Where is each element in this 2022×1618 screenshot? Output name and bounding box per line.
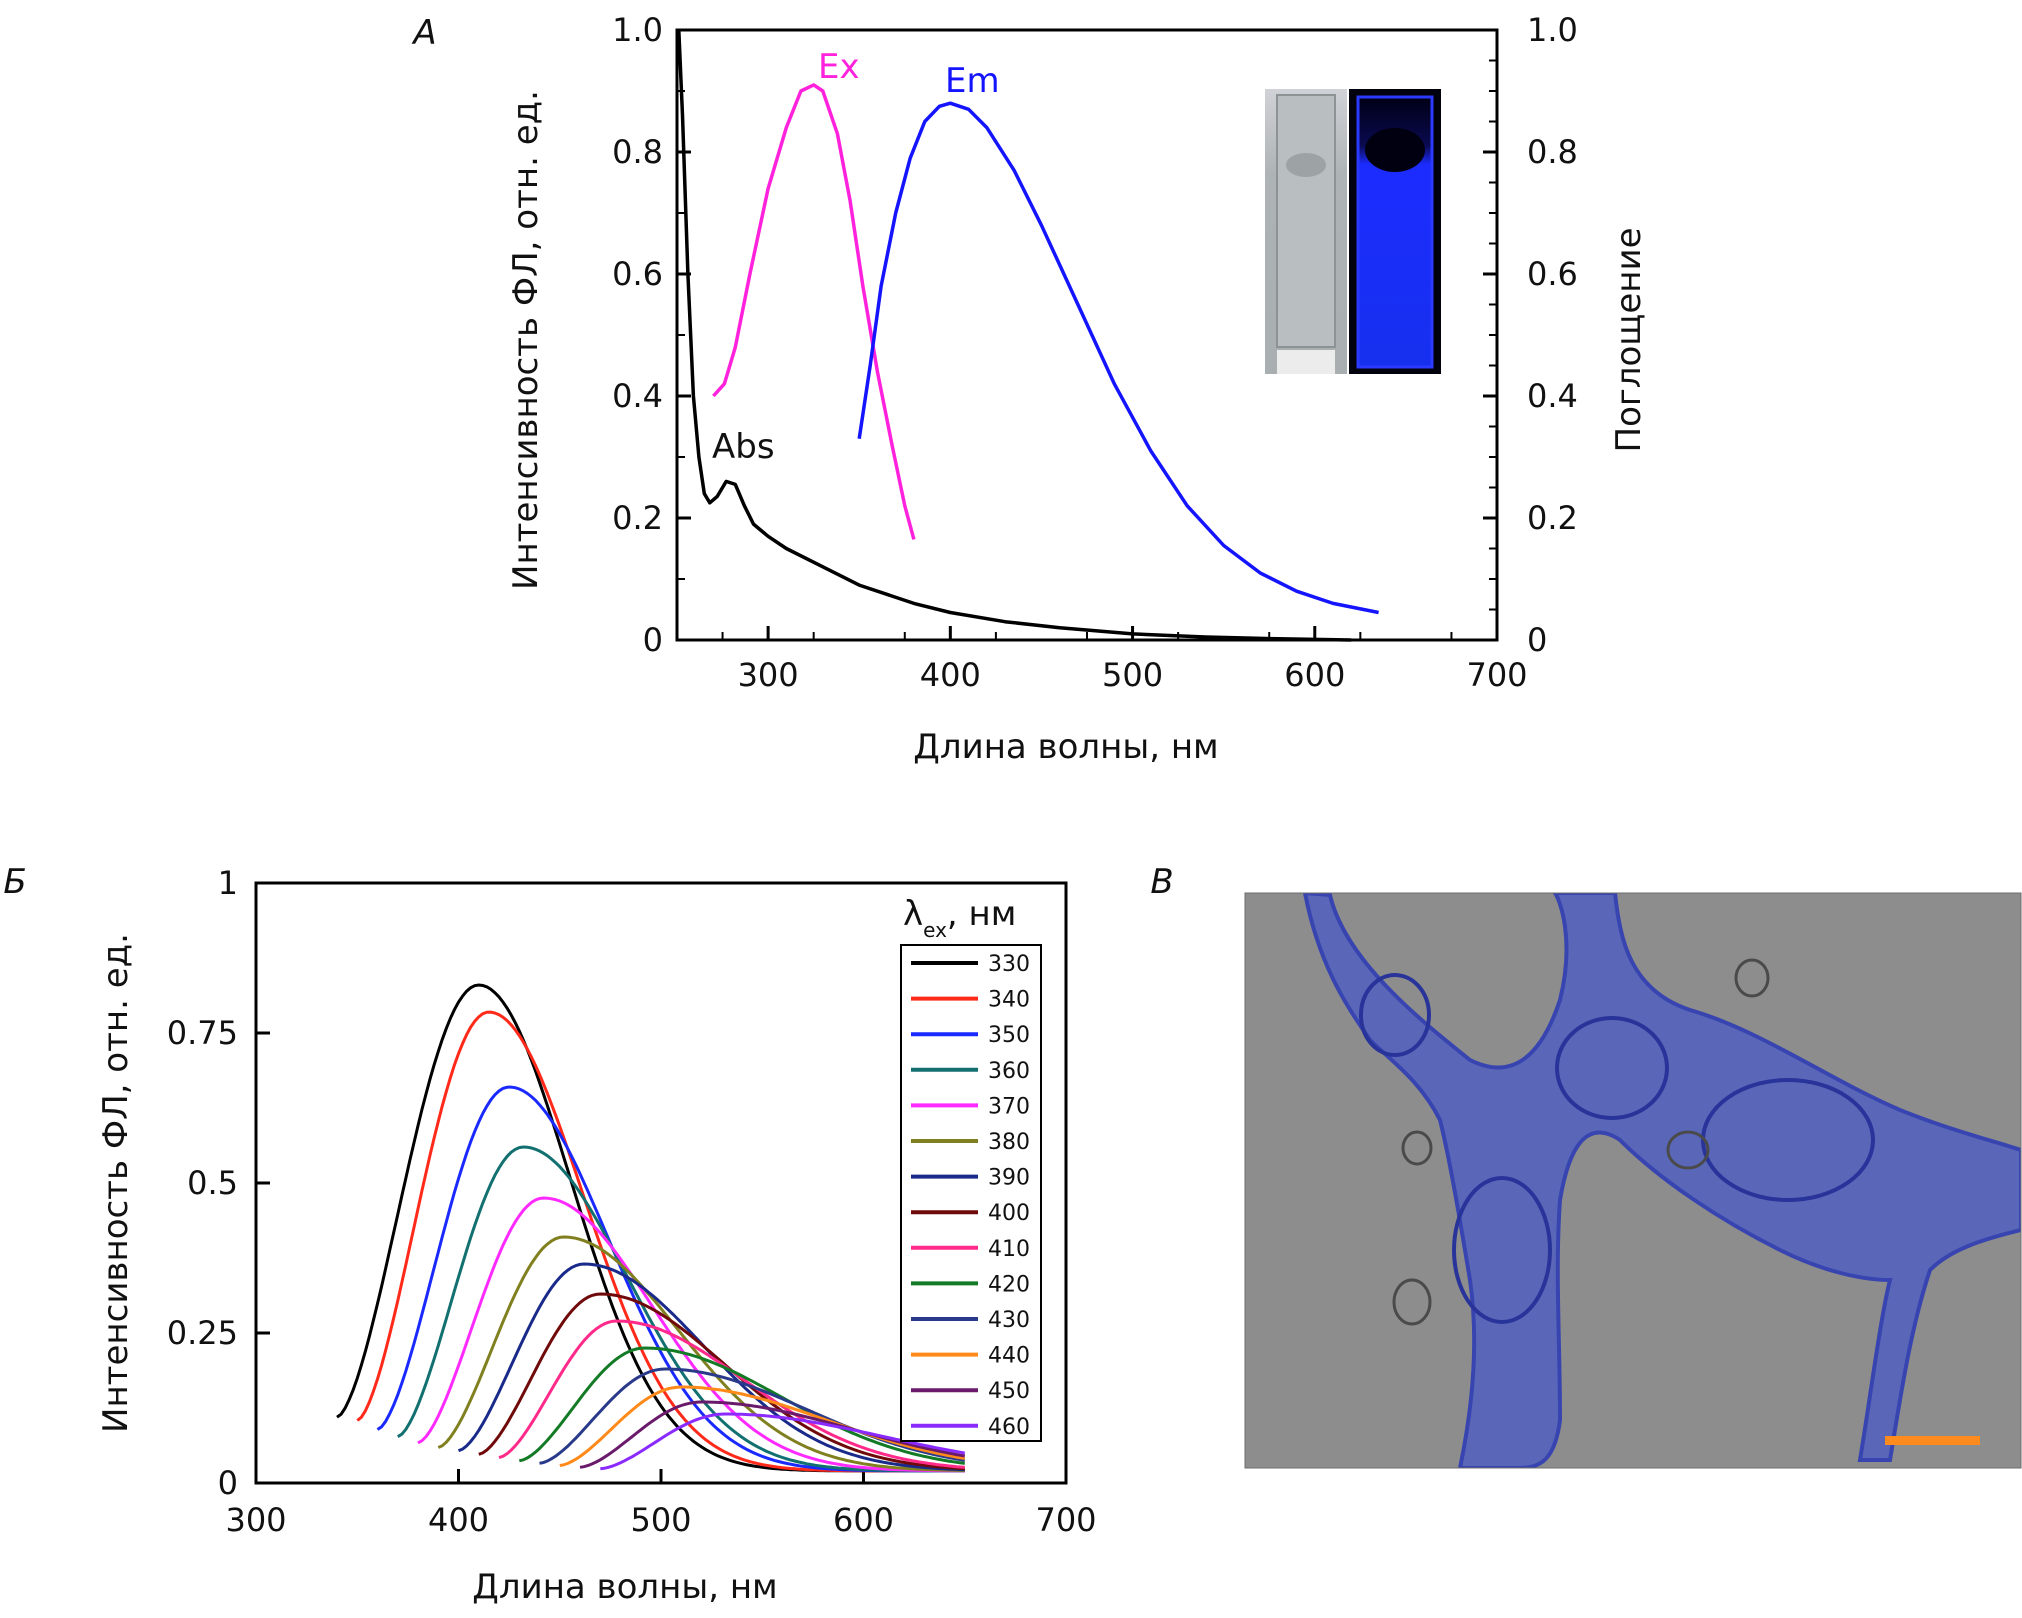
panel-a-letter: А — [411, 13, 436, 53]
y-tick-label: 1 — [218, 864, 238, 902]
legend-label-430: 430 — [988, 1308, 1030, 1333]
panel-a: А 0 0.2 0.4 0.6 0.8 1.0 0 0.2 0.4 0.6 0.8 1.0 300 4… — [411, 11, 1649, 767]
x-tick-label: 700 — [1035, 1501, 1096, 1539]
panel-a-x-axis-title: Длина волны, нм — [913, 727, 1218, 767]
panel-b-series — [336, 983, 966, 1473]
legend-label-350: 350 — [988, 1023, 1030, 1048]
legend-title: λex, нм — [903, 894, 1016, 942]
legend-label-450: 450 — [988, 1379, 1030, 1404]
panel-c-letter: В — [1150, 862, 1173, 902]
panel-b-x-axis: 300 400 500 600 700 — [225, 1469, 1097, 1539]
y-right-tick-label: 0.2 — [1527, 499, 1578, 537]
legend-label-330: 330 — [988, 952, 1030, 977]
y-tick-label: 1.0 — [612, 11, 663, 49]
legend-label-460: 460 — [988, 1415, 1030, 1440]
y-right-tick-label: 0.8 — [1527, 133, 1578, 171]
legend-label-390: 390 — [988, 1166, 1030, 1191]
x-tick-label: 600 — [1284, 656, 1345, 694]
legend-title-unit: , нм — [947, 894, 1017, 934]
legend-label-410: 410 — [988, 1237, 1030, 1262]
y-tick-label: 0.8 — [612, 133, 663, 171]
x-tick-label: 600 — [833, 1501, 894, 1539]
series-line-340 — [356, 1010, 965, 1473]
nucleus-2 — [1452, 1176, 1552, 1324]
legend-entries: 330 340 350 360 370 380 390 400 410 420 430 440 450 4… — [911, 952, 1030, 1440]
y-right-tick-label: 0.4 — [1527, 377, 1578, 415]
panel-a-y-axis: 0 0.2 0.4 0.6 0.8 1.0 — [612, 11, 691, 659]
x-tick-label: 500 — [1102, 656, 1163, 694]
x-tick-label: 400 — [428, 1501, 489, 1539]
scale-bar — [1885, 1436, 1980, 1445]
panel-c: В — [1150, 862, 2022, 1469]
series-line-abs — [677, 29, 1352, 642]
micrograph-frame — [1244, 892, 2022, 1469]
cell-micrograph — [1245, 893, 2021, 1468]
legend-label-370: 370 — [988, 1094, 1030, 1119]
series-label-ex: Ex — [818, 47, 860, 87]
y-tick-label: 0.75 — [167, 1014, 238, 1052]
series-line-440 — [559, 1385, 966, 1467]
series-line-420 — [518, 1346, 965, 1465]
panel-b-letter: Б — [3, 862, 26, 902]
y-tick-label: 0.5 — [187, 1164, 238, 1202]
panel-b-y-axis-title: Интенсивность ФЛ, отн. ед. — [96, 933, 136, 1433]
legend-title-subscript: ex — [923, 918, 947, 942]
legend-label-440: 440 — [988, 1344, 1030, 1369]
y-tick-label: 0.6 — [612, 255, 663, 293]
nucleus-1 — [1555, 1016, 1669, 1120]
y-tick-label: 0.2 — [612, 499, 663, 537]
panel-a-x-axis: 300 400 500 600 700 — [721, 626, 1528, 694]
y-tick-label: 0.4 — [612, 377, 663, 415]
y-right-tick-label: 1.0 — [1527, 11, 1578, 49]
legend-label-400: 400 — [988, 1201, 1030, 1226]
y-right-tick-label: 0 — [1527, 621, 1547, 659]
series-label-abs: Abs — [712, 427, 775, 467]
legend-box — [900, 944, 1042, 1442]
x-tick-label: 300 — [225, 1501, 286, 1539]
legend-label-420: 420 — [988, 1272, 1030, 1297]
panel-b-x-axis-title: Длина волны, нм — [472, 1567, 777, 1607]
series-line-370 — [417, 1196, 965, 1473]
legend-label-340: 340 — [988, 988, 1030, 1013]
legend-label-360: 360 — [988, 1059, 1030, 1084]
series-line-ex — [712, 83, 916, 540]
y-tick-label: 0 — [643, 621, 663, 659]
legend-label-380: 380 — [988, 1130, 1030, 1155]
series-line-em — [857, 101, 1379, 615]
series-line-450 — [579, 1400, 966, 1469]
panel-a-y-axis-right: 0 0.2 0.4 0.6 0.8 1.0 — [1483, 11, 1578, 659]
nucleus-4 — [1359, 973, 1431, 1057]
panel-a-y-axis-title: Интенсивность ФЛ, отн. ед. — [506, 90, 546, 590]
series-line-400 — [478, 1292, 965, 1471]
x-tick-label: 400 — [920, 656, 981, 694]
y-right-tick-label: 0.6 — [1527, 255, 1578, 293]
panel-b: Б 0 0.25 0.5 0.75 1 300 400 500 600 700 Длина во… — [3, 862, 1096, 1607]
y-tick-label: 0 — [218, 1464, 238, 1502]
panel-b-y-axis: 0 0.25 0.5 0.75 1 — [167, 864, 270, 1502]
series-line-360 — [397, 1145, 965, 1473]
series-label-em: Em — [945, 61, 1000, 101]
x-tick-label: 700 — [1466, 656, 1527, 694]
y-tick-label: 0.25 — [167, 1314, 238, 1352]
panel-a-series — [677, 29, 1379, 642]
x-tick-label: 300 — [738, 656, 799, 694]
panel-a-y-axis-title-right: Поглощение — [1609, 228, 1649, 453]
x-tick-label: 500 — [630, 1501, 691, 1539]
legend-title-lambda: λ — [903, 894, 923, 934]
cuvette-inset-photo — [1263, 89, 1441, 374]
panel-b-legend: λex, нм 330 340 350 360 370 380 390 400 410 420 43… — [900, 894, 1042, 1442]
